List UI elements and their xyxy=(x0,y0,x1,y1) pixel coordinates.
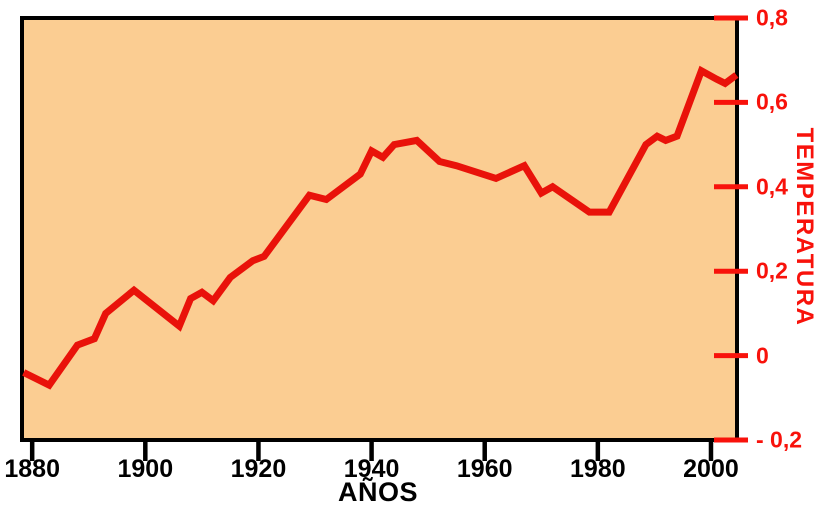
y-tick-label: 0,6 xyxy=(756,88,788,115)
y-tick-label: - 0,2 xyxy=(756,426,803,453)
y-tick-label: 0 xyxy=(756,342,769,369)
y-tick-label: 0,2 xyxy=(756,257,788,284)
x-tick-label: 1940 xyxy=(343,455,400,483)
x-axis-title: AÑOS xyxy=(337,477,419,507)
y-axis-title: TEMPERATURA xyxy=(791,127,818,327)
y-axis-ticks xyxy=(714,15,748,443)
x-tick-label: 2000 xyxy=(683,455,739,483)
x-tick-label: 1880 xyxy=(4,455,60,483)
y-tick-label: 0,4 xyxy=(756,173,788,200)
x-tick-label: 1920 xyxy=(230,455,287,483)
x-tick-label: 1900 xyxy=(117,455,174,483)
temperature-line xyxy=(22,65,739,390)
plot-area xyxy=(20,16,739,442)
y-tick-label: 0,8 xyxy=(756,4,788,31)
x-axis-ticks xyxy=(29,442,714,461)
x-tick-label: 1960 xyxy=(456,455,513,483)
x-tick-label: 1980 xyxy=(570,455,626,483)
